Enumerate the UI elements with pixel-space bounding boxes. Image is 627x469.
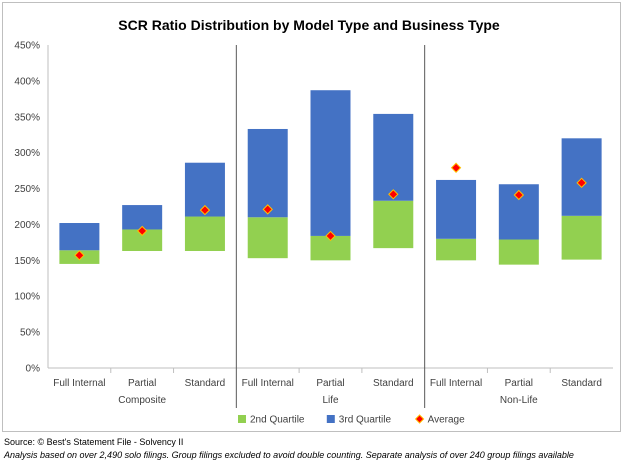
bar-2nd-quartile [247,217,288,259]
group-label: Life [322,395,339,406]
legend-label: Average [428,415,466,426]
bar-3rd-quartile [561,138,602,216]
average-marker [513,189,525,201]
bar-2nd-quartile [498,239,539,265]
source-note: Source: © Best's Statement File - Solven… [4,437,184,447]
legend-swatch-3rd-quartile [326,415,335,423]
category-label: Standard [373,378,414,389]
bar-2nd-quartile [436,238,477,261]
y-tick-label: 50% [20,328,40,339]
average-marker [136,225,148,237]
category-label: Full Internal [242,378,294,389]
legend: 2nd Quartile 3rd Quartile Average [238,414,466,426]
analysis-note: Analysis based on over 2,490 solo filing… [4,450,574,460]
bar-3rd-quartile [247,128,288,218]
bar-3rd-quartile [122,205,163,230]
bar-3rd-quartile [436,179,477,239]
bar-2nd-quartile [122,229,163,252]
bar-2nd-quartile [373,200,414,249]
y-tick-label: 250% [14,184,40,195]
average-marker [450,162,462,173]
category-label: Standard [185,378,226,389]
category-label: Partial [128,378,156,389]
chart-area: SCR Ratio Distribution by Model Type and… [2,2,621,432]
category-label: Full Internal [53,378,105,389]
group-label: Composite [118,395,166,406]
bar-2nd-quartile [184,216,225,252]
bar-3rd-quartile [373,113,414,201]
y-tick-label: 350% [14,112,40,123]
average-marker [262,204,273,215]
average-marker [199,204,211,216]
category-label: Partial [316,378,344,389]
y-tick-label: 300% [14,148,40,159]
category-label: Partial [505,378,533,389]
legend-label: 2nd Quartile [250,415,305,426]
legend-swatch-2nd-quartile [238,415,246,423]
axis-layer: 0% 50% 100% 150% 200% 250% 300% 350% 400% 450% Com… [14,41,613,408]
category-label: Full Internal [430,378,482,389]
y-tick-label: 0% [26,364,41,375]
bar-3rd-quartile [59,223,100,251]
bar-layer [59,90,602,265]
y-tick-label: 450% [14,41,40,52]
chart-title: SCR Ratio Distribution by Model Type and… [118,17,500,33]
average-marker [74,250,85,261]
group-label: Non-Life [500,395,538,406]
average-marker [325,230,336,242]
average-marker [576,177,587,189]
marker-layer [74,162,587,261]
y-tick-label: 200% [14,220,40,231]
y-tick-label: 100% [14,292,40,303]
y-tick-label: 400% [14,76,40,87]
bar-2nd-quartile [561,215,602,260]
average-marker [388,189,399,200]
legend-swatch-average [414,414,425,424]
legend-label: 3rd Quartile [339,415,392,426]
bar-3rd-quartile [310,90,351,236]
chart-svg: SCR Ratio Distribution by Model Type and… [14,17,613,426]
category-label: Standard [561,378,602,389]
y-tick-label: 150% [14,256,40,267]
